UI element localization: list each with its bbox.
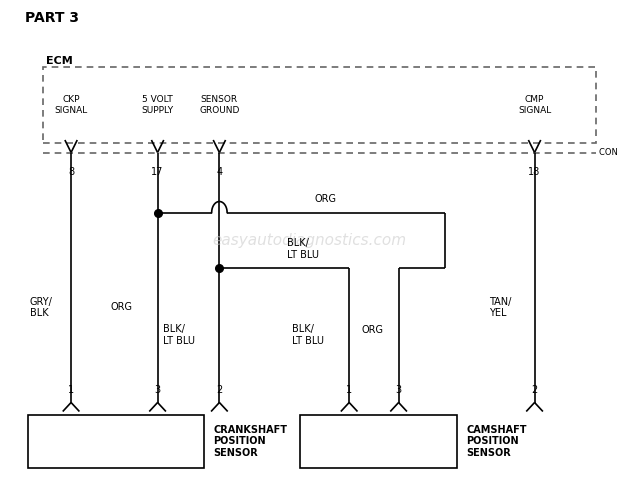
Text: CMP
SIGNAL: CMP SIGNAL xyxy=(518,96,551,114)
Text: CKP
SIGNAL: CKP SIGNAL xyxy=(54,96,88,114)
Bar xyxy=(28,415,204,468)
Text: BLK/
LT BLU: BLK/ LT BLU xyxy=(163,324,195,346)
Text: 2: 2 xyxy=(531,385,538,395)
Bar xyxy=(43,68,596,142)
Text: 1: 1 xyxy=(68,385,74,395)
Bar xyxy=(300,415,457,468)
Text: 3: 3 xyxy=(396,385,402,395)
Text: GRY/
BLK: GRY/ BLK xyxy=(30,296,53,318)
Text: 8: 8 xyxy=(68,166,74,176)
Text: 5 VOLT
SUPPLY: 5 VOLT SUPPLY xyxy=(142,96,174,114)
Text: ORG: ORG xyxy=(315,194,337,203)
Text: TAN/
YEL: TAN/ YEL xyxy=(489,296,512,318)
Text: 17: 17 xyxy=(151,166,164,176)
Text: PART 3: PART 3 xyxy=(25,10,78,24)
Text: 1: 1 xyxy=(346,385,352,395)
Text: ORG: ORG xyxy=(361,325,383,335)
Text: 2: 2 xyxy=(216,385,222,395)
Text: easyautodiagnostics.com: easyautodiagnostics.com xyxy=(212,232,406,248)
Text: CRANKSHAFT
POSITION
SENSOR: CRANKSHAFT POSITION SENSOR xyxy=(213,425,287,458)
Text: BLK/
LT BLU: BLK/ LT BLU xyxy=(287,238,319,260)
Text: 18: 18 xyxy=(528,166,541,176)
Text: BLK/
LT BLU: BLK/ LT BLU xyxy=(292,324,324,346)
Text: 4: 4 xyxy=(216,166,222,176)
Text: CAMSHAFT
POSITION
SENSOR: CAMSHAFT POSITION SENSOR xyxy=(467,425,527,458)
Text: ECM: ECM xyxy=(46,56,73,66)
Text: CONN. 1: CONN. 1 xyxy=(599,148,618,157)
Text: 3: 3 xyxy=(154,385,161,395)
Text: ORG: ORG xyxy=(111,302,133,312)
Text: SENSOR
GROUND: SENSOR GROUND xyxy=(199,96,240,114)
